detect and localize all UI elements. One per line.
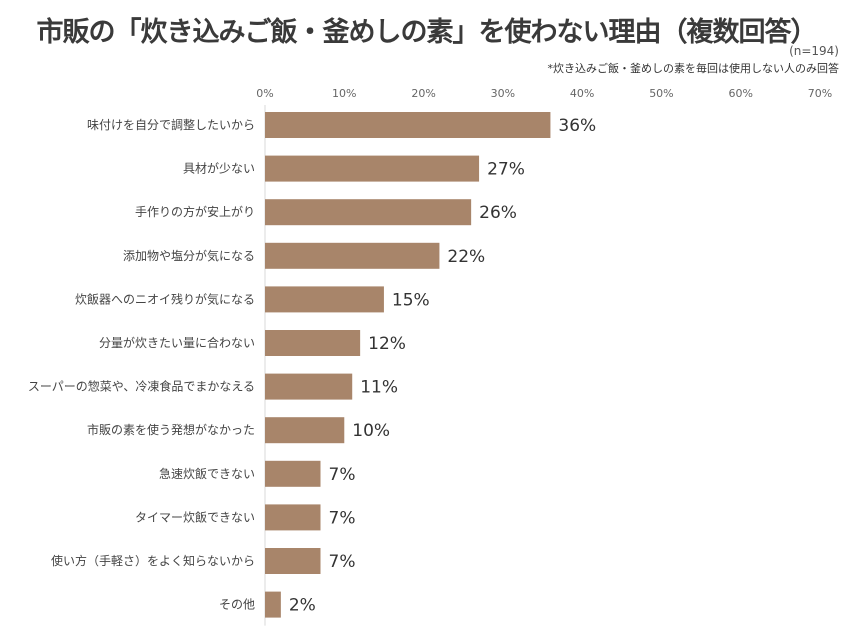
- category-label: 添加物や塩分が気になる: [123, 248, 255, 263]
- x-tick-label: 40%: [570, 87, 594, 100]
- sample-size: (n=194): [789, 44, 839, 58]
- data-label: 11%: [360, 378, 398, 398]
- bar: [265, 199, 472, 226]
- bar: [265, 591, 281, 618]
- category-label: 手作りの方が安上がり: [135, 204, 255, 219]
- bar: [265, 504, 321, 531]
- data-label: 10%: [352, 421, 390, 441]
- category-label: 味付けを自分で調整したいから: [87, 117, 255, 132]
- data-label: 26%: [479, 203, 517, 223]
- data-label: 7%: [329, 465, 356, 485]
- data-label: 7%: [329, 508, 356, 528]
- bar: [265, 155, 480, 182]
- category-label: 市販の素を使う発想がなかった: [87, 422, 255, 437]
- bar: [265, 112, 551, 138]
- x-tick-label: 0%: [256, 87, 273, 100]
- category-label: タイマー炊飯できない: [135, 509, 255, 524]
- bar: [265, 286, 384, 313]
- category-label: 使い方（手軽さ）をよく知らないから: [51, 553, 255, 568]
- data-label: 7%: [329, 552, 356, 572]
- data-label: 27%: [487, 160, 525, 180]
- category-label: 具材が少ない: [183, 161, 255, 176]
- category-label: その他: [219, 598, 255, 612]
- data-label: 2%: [289, 596, 316, 616]
- data-label: 12%: [368, 334, 406, 354]
- chart-note: *炊き込みご飯・釜めしの素を毎回は使用しない人のみ回答: [547, 62, 840, 75]
- x-tick-label: 60%: [728, 87, 752, 100]
- bar: [265, 242, 440, 269]
- x-tick-label: 10%: [332, 87, 356, 100]
- category-label: 分量が炊きたい量に合わない: [99, 335, 255, 350]
- x-tick-label: 70%: [808, 87, 832, 100]
- bar: [265, 460, 321, 487]
- category-label: スーパーの惣菜や、冷凍食品でまかなえる: [28, 379, 255, 394]
- data-label: 15%: [392, 290, 430, 310]
- bar: [265, 330, 361, 356]
- x-tick-label: 20%: [411, 87, 435, 100]
- x-tick-label: 50%: [649, 87, 673, 100]
- x-tick-label: 30%: [491, 87, 515, 100]
- chart-title: 市販の「炊き込みご飯・釜めしの素」を使わない理由（複数回答）: [36, 17, 818, 48]
- data-label: 36%: [558, 116, 596, 136]
- bar: [265, 548, 321, 574]
- category-label: 急速炊飯できない: [159, 466, 255, 481]
- bar: [265, 373, 353, 400]
- data-label: 22%: [447, 247, 485, 267]
- category-label: 炊飯器へのニオイ残りが気になる: [75, 291, 255, 306]
- bar: [265, 417, 345, 444]
